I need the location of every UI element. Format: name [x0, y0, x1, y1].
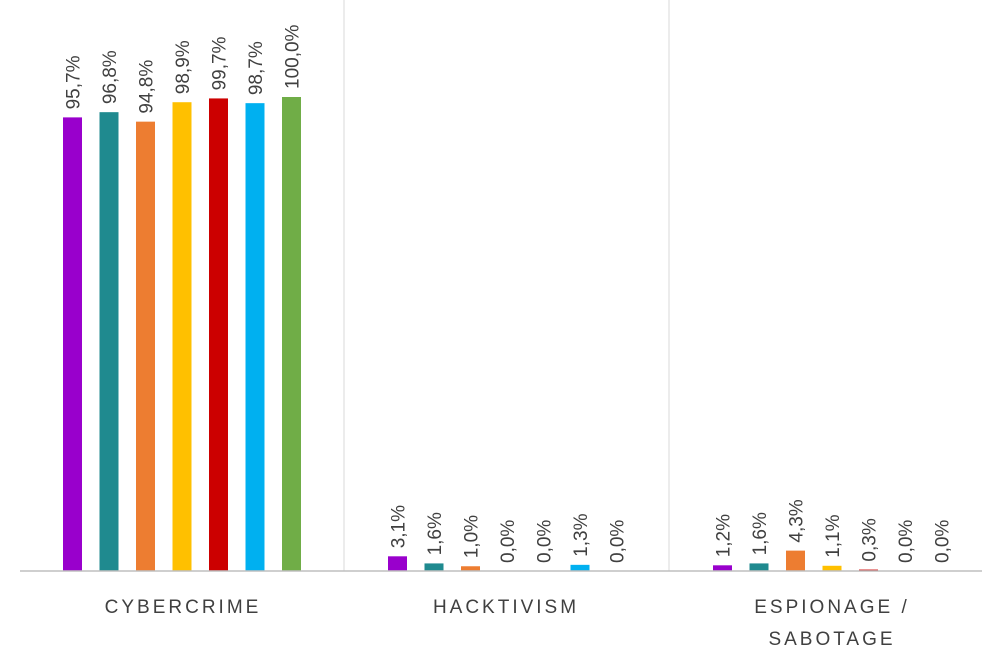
bar-3-2 — [749, 563, 769, 571]
bar-2-3 — [461, 566, 480, 571]
value-label-1-5: 99,7% — [210, 36, 231, 90]
value-label-2-3: 1,0% — [462, 515, 483, 558]
category-separators — [343, 0, 670, 571]
value-label-3-3: 4,3% — [787, 499, 808, 542]
bar-2-6 — [570, 564, 590, 571]
bar-2-1 — [388, 556, 407, 571]
category-label-3-line-1: ESPIONAGE / — [754, 597, 909, 618]
value-labels: 95,7% 96,8% 94,8% 98,9% 99,7% 98,7% 100,0% 3,1%… — [64, 24, 954, 563]
value-label-2-4: 0,0% — [498, 520, 519, 563]
bar-1-2 — [99, 112, 119, 571]
value-label-1-3: 94,8% — [137, 60, 158, 114]
value-label-3-2: 1,6% — [750, 512, 771, 555]
category-labels: CYBERCRIME HACKTIVISM ESPIONAGE / SABOTAGE — [105, 597, 909, 650]
bar-1-7 — [282, 97, 301, 571]
value-label-3-6: 0,0% — [896, 520, 917, 563]
value-label-1-7: 100,0% — [283, 24, 304, 89]
value-label-2-5: 0,0% — [535, 520, 556, 563]
bar-1-4 — [172, 102, 192, 572]
bar-1-1 — [63, 117, 82, 572]
value-label-2-2: 1,6% — [425, 512, 446, 555]
value-label-3-1: 1,2% — [714, 514, 735, 557]
value-label-2-7: 0,0% — [608, 520, 629, 563]
value-label-2-1: 3,1% — [389, 505, 410, 548]
value-label-1-6: 98,7% — [246, 41, 267, 95]
bar-1-6 — [245, 103, 265, 572]
category-label-3-line-2: SABOTAGE — [768, 629, 895, 650]
value-label-1-4: 98,9% — [173, 40, 194, 94]
bar-3-4 — [822, 565, 842, 571]
bar-3-3 — [786, 550, 805, 571]
value-label-1-1: 95,7% — [64, 55, 85, 109]
category-label-2: HACKTIVISM — [433, 597, 579, 618]
value-label-1-2: 96,8% — [100, 50, 121, 104]
value-label-3-7: 0,0% — [933, 520, 954, 563]
value-label-3-5: 0,3% — [860, 518, 881, 561]
category-label-1: CYBERCRIME — [105, 597, 262, 618]
bars — [63, 97, 878, 572]
bar-3-1 — [713, 565, 732, 571]
value-label-2-6: 1,3% — [571, 513, 592, 556]
bar-1-5 — [209, 98, 228, 571]
bar-2-2 — [424, 563, 444, 571]
value-label-3-4: 1,1% — [823, 514, 844, 557]
bar-1-3 — [136, 121, 155, 571]
